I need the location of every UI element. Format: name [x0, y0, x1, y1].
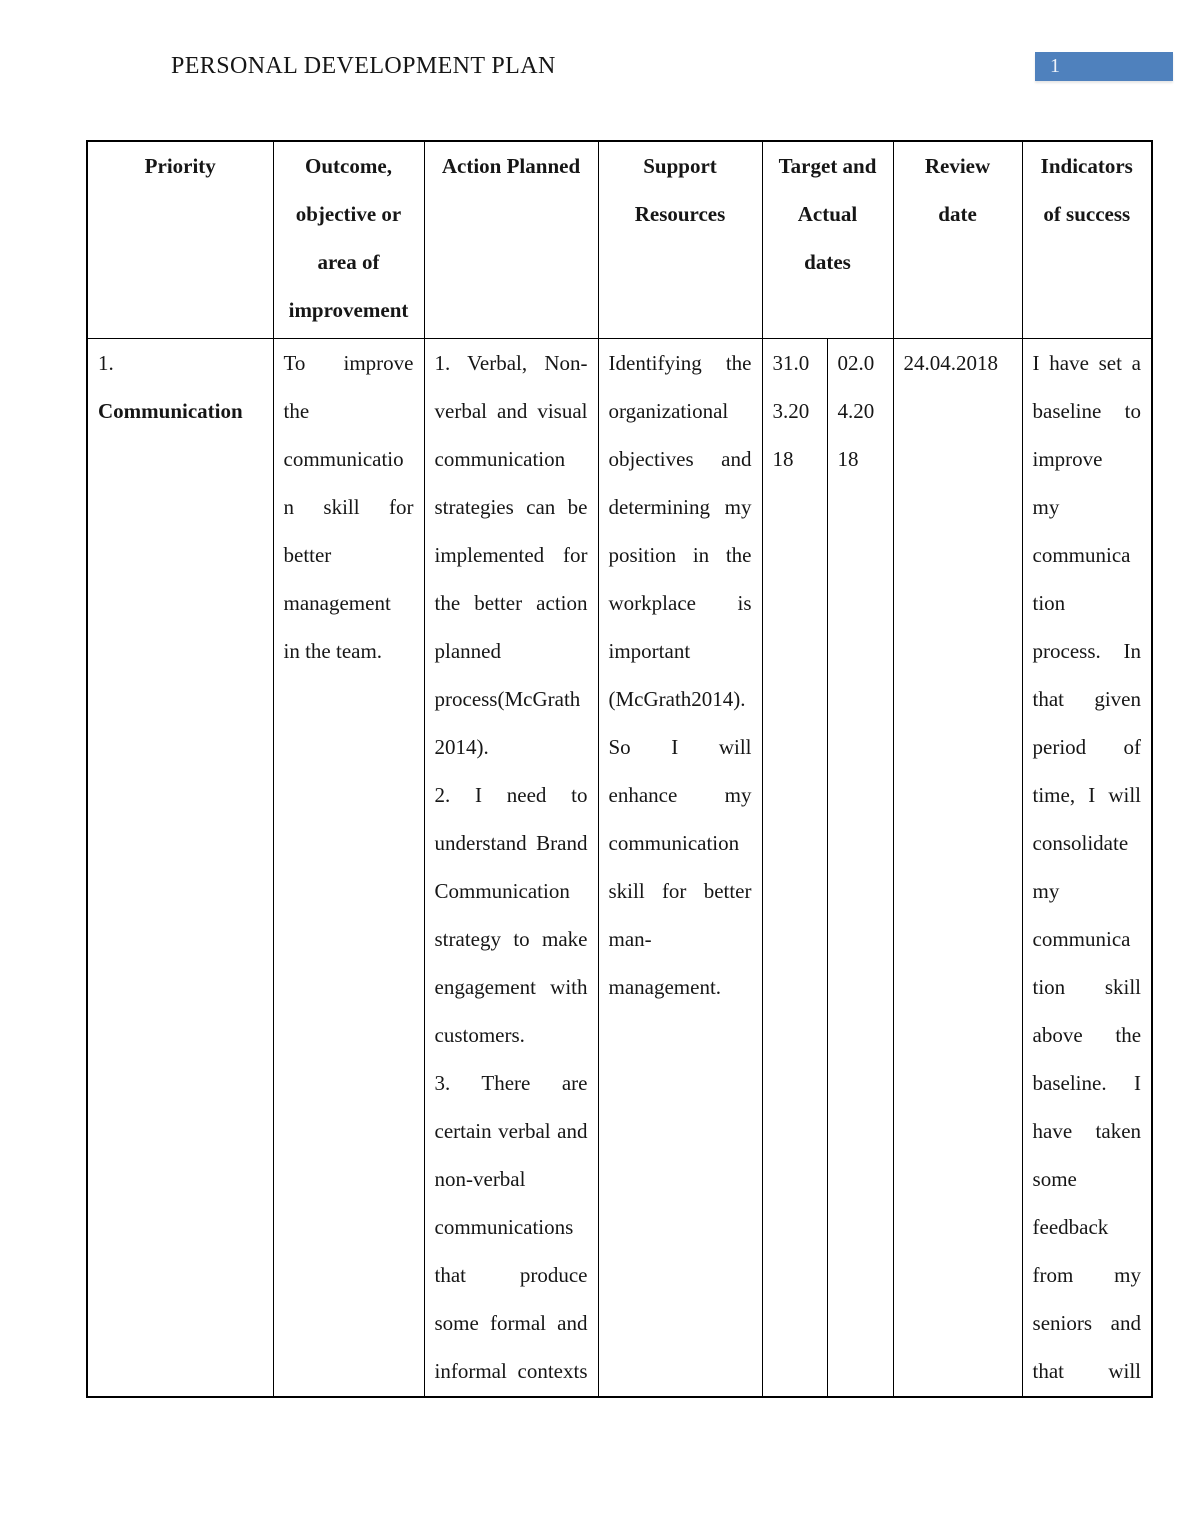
header-label-outcome: Outcome, objective or area of improvemen…: [288, 154, 409, 322]
support-resources-text: Identifying the organizational objective…: [608, 350, 752, 999]
header-label-review-date: Review date: [924, 154, 991, 226]
table-header-row: Priority Outcome, objective or area of i…: [86, 140, 1153, 339]
outcome-text-last-line: in the team.: [283, 638, 383, 663]
target-date-text: 31.0 3.20 18: [772, 350, 810, 471]
personal-development-plan-table: Priority Outcome, objective or area of i…: [86, 140, 1154, 1398]
header-cell-action-planned: Action Planned: [423, 140, 599, 339]
page-number-badge: 1: [1035, 52, 1173, 81]
header-cell-indicators: Indicators of success: [1021, 140, 1153, 339]
page-number: 1: [1050, 55, 1060, 77]
cell-support-resources: Identifying the organizational objective…: [597, 337, 763, 1398]
cell-indicators: I have set a baseline to improve my comm…: [1021, 337, 1153, 1398]
cell-actual-date: 02.0 4.20 18: [826, 337, 894, 1398]
header-label-priority: Priority: [144, 154, 216, 178]
header-cell-outcome: Outcome, objective or area of improvemen…: [272, 140, 425, 339]
actual-date-text: 02.0 4.20 18: [837, 350, 875, 471]
header-cell-review-date: Review date: [892, 140, 1023, 339]
table-row: 1. Communication To improve the communic…: [86, 337, 1153, 1398]
priority-label: Communication: [98, 398, 243, 423]
action-planned-text: 1. Verbal, Non- verbal and visual commun…: [434, 350, 588, 1383]
cell-outcome: To improve the communicatio n skill for …: [272, 337, 425, 1398]
cell-action-planned: 1. Verbal, Non- verbal and visual commun…: [423, 337, 599, 1398]
page-title: PERSONAL DEVELOPMENT PLAN: [171, 53, 556, 79]
header-label-action-planned: Action Planned: [441, 154, 581, 178]
cell-priority: 1. Communication: [86, 337, 274, 1398]
header-label-target-actual-dates: Target and Actual dates: [778, 154, 877, 274]
header-label-indicators: Indicators of success: [1040, 154, 1133, 226]
header-cell-support-resources: Support Resources: [597, 140, 763, 339]
header-label-support-resources: Support Resources: [634, 154, 726, 226]
header-cell-priority: Priority: [86, 140, 274, 339]
cell-review-date: 24.04.2018: [892, 337, 1023, 1398]
cell-target-date: 31.0 3.20 18: [761, 337, 828, 1398]
indicators-text: I have set a baseline to improve my comm…: [1032, 350, 1142, 1383]
priority-number: 1.: [98, 350, 114, 375]
outcome-text: To improve the communicatio n skill for …: [283, 350, 414, 615]
review-date-text: 24.04.2018: [903, 350, 999, 375]
header-cell-target-actual-dates: Target and Actual dates: [761, 140, 894, 339]
